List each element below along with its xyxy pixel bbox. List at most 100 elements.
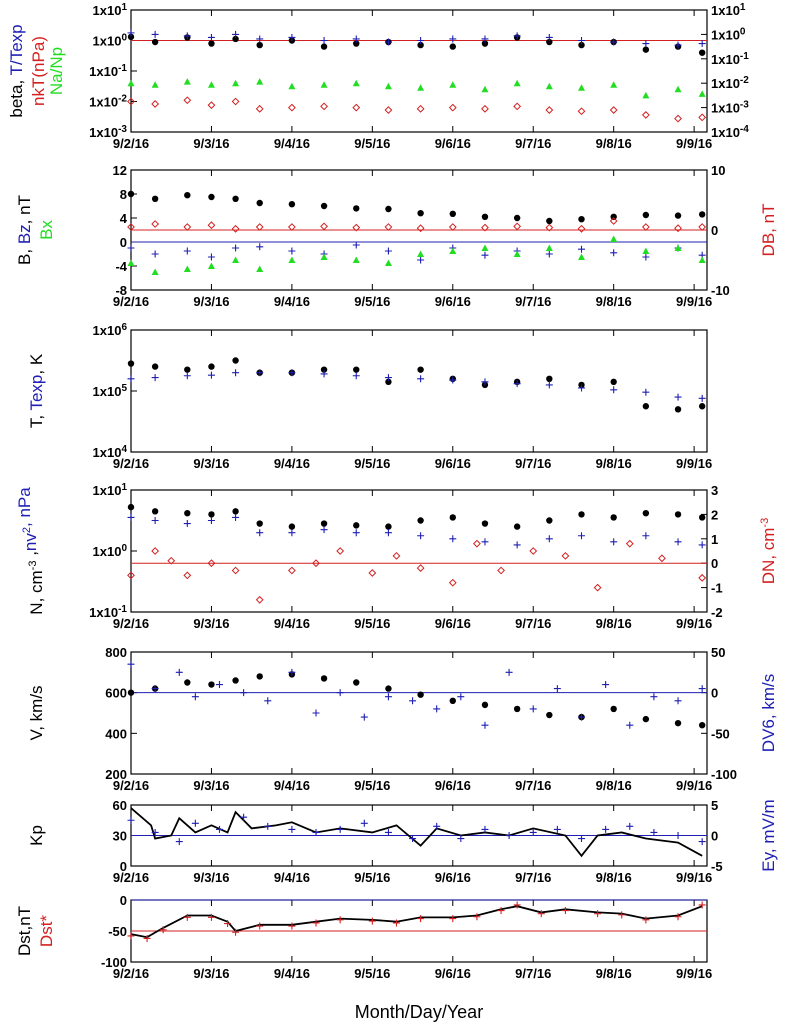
data-point-DV6 [505,668,513,676]
x-tick-label: 9/8/16 [596,778,632,793]
panel-p2: 9/2/16 9/3/16 9/4/16 9/5/16 9/6/16 9/7/16 9/8/… [15,163,778,309]
data-point-T/Texp [698,40,706,48]
data-point-beta [151,38,159,46]
plot-frame [130,651,708,775]
y-tick-label: 1x10-2 [89,94,127,110]
data-point-DB [448,223,457,231]
data-point-nkT [127,97,135,106]
data-point-Bx [449,247,457,254]
data-point-T/Texp [545,33,553,41]
y-axis-label: B, Bz, nT [15,195,34,265]
data-point-N [513,523,521,530]
y-axis-label: beta, T/Texp [7,24,26,117]
data-point-nv2 [256,529,264,537]
x-tick-label: 9/7/16 [515,616,551,631]
data-point-Ey [360,819,368,827]
y-tick-label: 4 [120,211,128,226]
data-point-N [385,523,392,530]
data-point-DN [336,547,345,555]
y-tick-label: -8 [115,283,127,298]
data-point-N [288,523,296,530]
data-point-Dst* [698,901,706,909]
x-tick-label: 9/6/16 [435,966,471,981]
data-point-DV6 [264,697,272,705]
data-point-T/Texp [417,37,425,44]
data-point-V [642,715,650,723]
data-point-Na/Np [151,81,159,88]
data-point-V [481,701,489,709]
data-point-nkT [698,113,707,122]
x-tick-label: 9/7/16 [515,966,551,981]
data-point-V [417,691,424,698]
data-point-DN [183,571,192,580]
data-point-B [578,216,585,223]
data-point-Dst* [143,934,151,942]
data-point-Na/Np [674,85,682,93]
data-point-Bx [674,244,682,251]
data-point-T/Texp [207,33,215,41]
data-point-B [385,205,392,213]
y2-tick-label: 50 [711,645,725,660]
data-point-Texp [449,376,457,384]
data-point-T/Texp [183,32,191,40]
data-point-DN [151,547,160,555]
data-point-N [320,520,328,527]
data-point-nv2 [151,517,159,524]
y-tick-label: 60 [113,798,127,813]
data-point-Dst* [224,920,232,928]
y-tick-label: 1x10-3 [89,124,127,140]
data-point-DN [368,569,377,577]
x-tick-label: 9/4/16 [274,456,310,471]
data-point-Bx [698,256,706,263]
data-point-Ey [264,822,272,830]
data-point-Bz [417,256,425,264]
data-point-nv2 [207,517,215,524]
data-point-Dst* [561,907,569,915]
data-point-Ey [127,816,135,824]
data-point-Bx [183,265,191,272]
y-tick-label: -100 [101,955,127,970]
y2-tick-label: 1x10-2 [711,75,749,91]
data-point-nv2 [642,532,650,540]
y-axis-label: N, cm-3 ,nv2, nPa [15,487,46,615]
data-point-N [151,508,159,515]
data-point-Texp [288,369,296,377]
data-point-DB [577,224,586,233]
y2-tick-label: -2 [711,605,723,620]
data-point-N [208,511,215,518]
data-point-Dst* [537,910,545,918]
data-point-B [208,193,215,201]
data-point-DV6 [578,713,586,721]
data-point-Dst* [392,919,400,927]
y2-axis-label: DB, nT [759,204,778,257]
x-tick-label: 9/4/16 [274,778,310,793]
data-point-Ey [457,835,465,843]
data-point-Na/Np [352,79,360,87]
data-point-T/Texp [578,37,586,44]
data-point-Bz [207,253,215,261]
y-tick-label: 0 [120,235,127,250]
data-point-DN [473,539,481,548]
y-tick-label: 200 [105,767,127,782]
data-point-V [353,679,360,686]
data-point-DB [231,224,240,233]
data-point-Bx [151,268,159,275]
data-point-Bz [127,244,135,252]
data-point-Dst* [183,913,191,921]
data-point-T/Texp [127,29,135,37]
data-point-B [698,211,706,218]
data-point-nv2 [481,538,489,546]
data-point-nkT [231,97,240,106]
y-tick-label: 1x10-1 [89,604,127,620]
data-point-T [353,366,360,373]
data-point-B [610,213,617,220]
data-point-nkT [287,103,296,112]
data-point-nv2 [578,532,586,540]
x-tick-label: 9/2/16 [113,136,149,151]
data-point-DV6 [336,689,344,697]
data-point-nv2 [232,513,240,521]
data-point-Na/Np [320,81,328,88]
data-point-Bx [320,253,328,260]
data-point-DB [416,224,425,233]
data-point-B [642,211,650,219]
